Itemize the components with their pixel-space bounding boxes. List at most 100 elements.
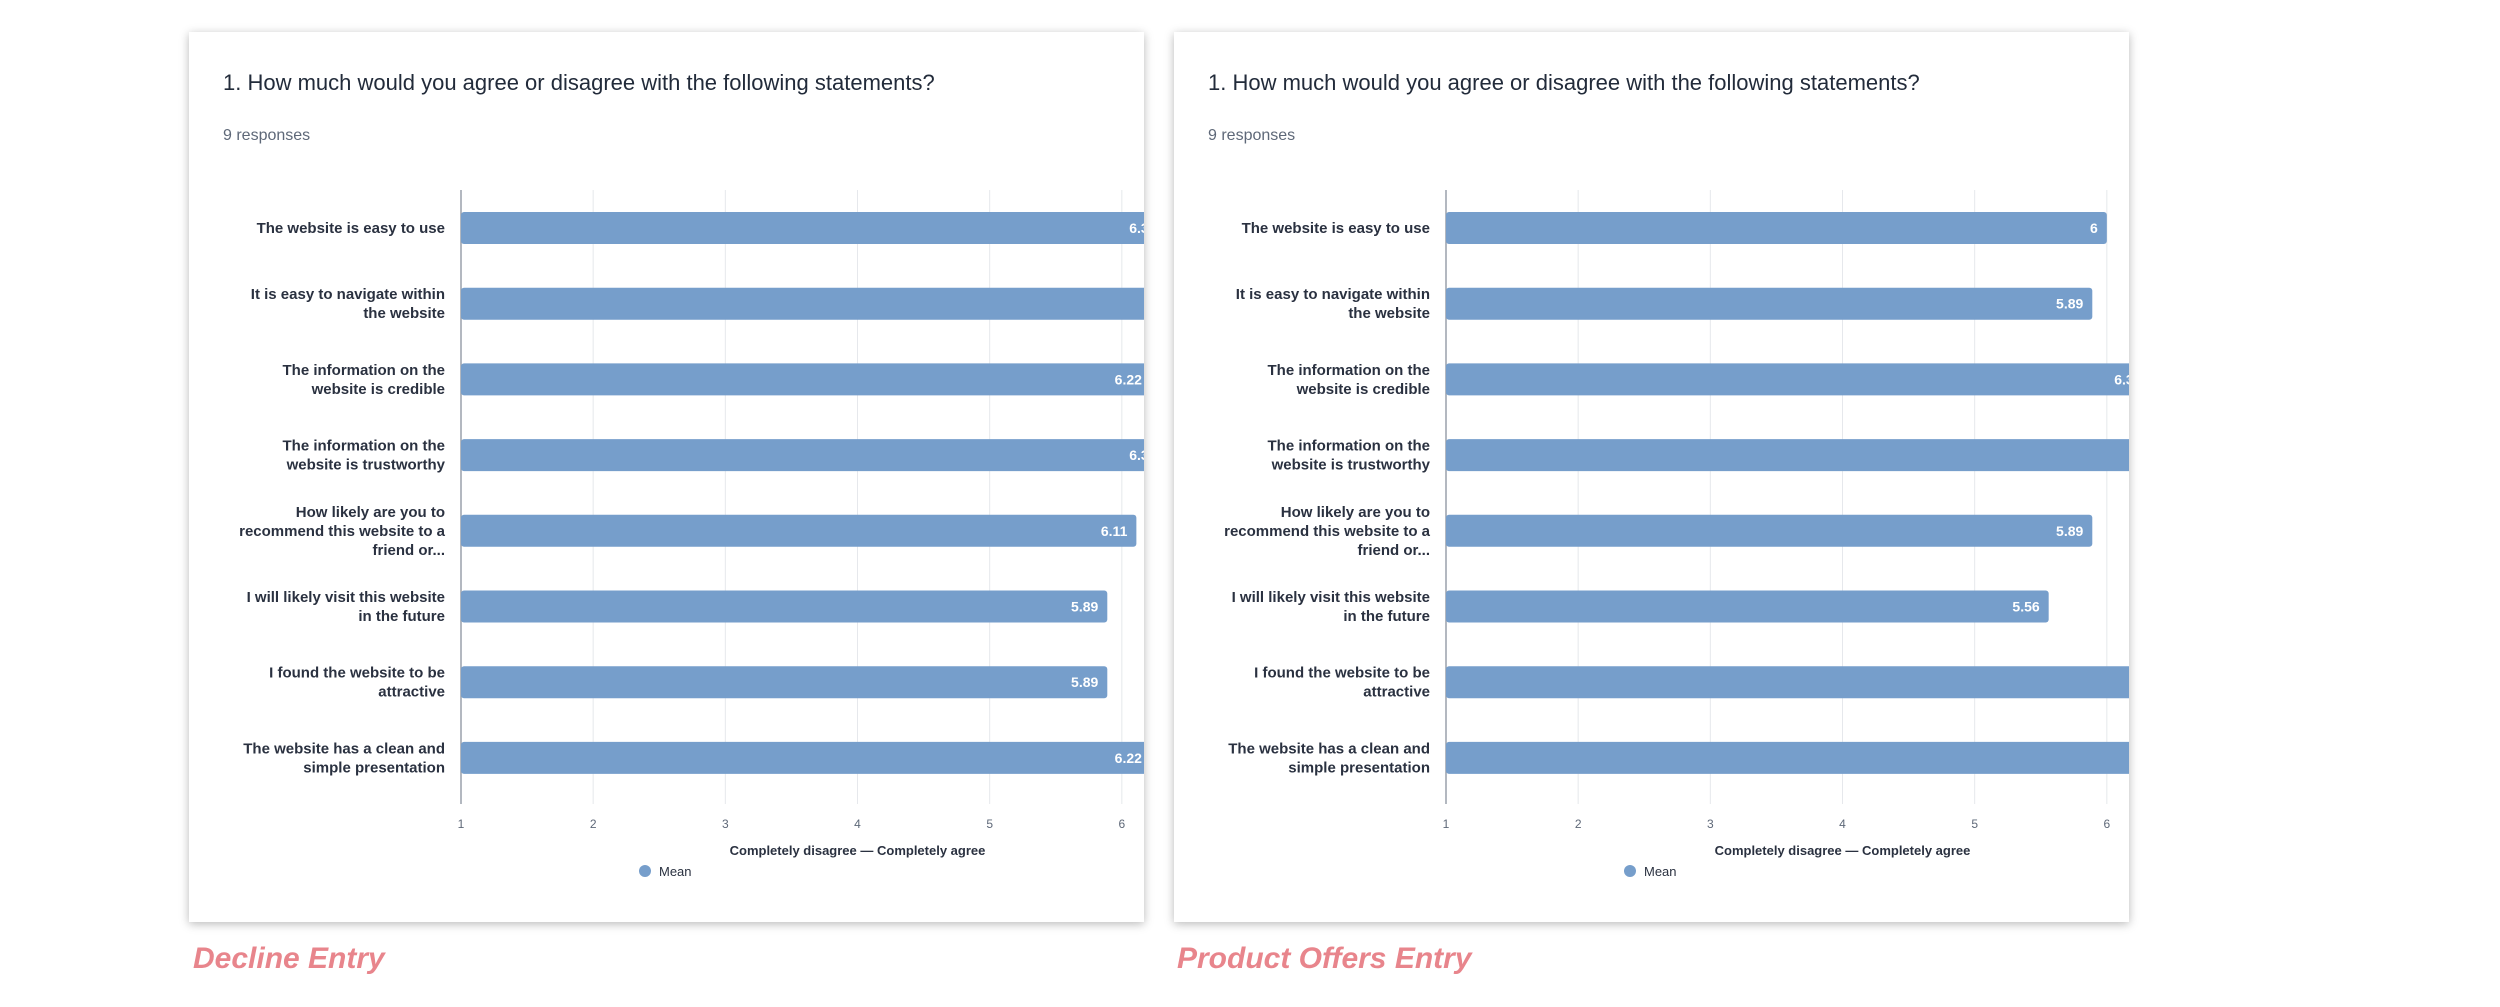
- bar: [461, 363, 1144, 396]
- x-tick-label: 1: [1443, 817, 1450, 831]
- legend-swatch: [639, 865, 651, 877]
- bar: [1446, 212, 2107, 244]
- bar: [1446, 590, 2049, 623]
- legend-label: Mean: [1644, 864, 1677, 879]
- bar: [1446, 287, 2093, 320]
- category-label: I will likely visit this website in the f…: [247, 589, 445, 625]
- chart-panel-product-offers: 1. How much would you agree or disagree …: [1174, 32, 2129, 922]
- category-label-line: It is easy to navigate within: [1236, 286, 1430, 303]
- category-label-line: I will likely visit this website: [247, 589, 445, 606]
- category-label: I will likely visit this website in the f…: [1232, 589, 1430, 625]
- category-label-line: website is trustworthy: [1271, 457, 1431, 474]
- category-label-line: the website: [1348, 305, 1430, 322]
- x-tick-label: 4: [1839, 817, 1846, 831]
- x-axis-title: Completely disagree — Completely agree: [730, 843, 986, 858]
- x-tick-label: 6: [2103, 817, 2110, 831]
- category-label-line: simple presentation: [303, 759, 445, 776]
- category-label-line: website is credible: [311, 381, 445, 398]
- category-label-line: the website: [363, 305, 445, 322]
- category-label-line: in the future: [1343, 608, 1430, 625]
- category-label-line: friend or...: [1357, 542, 1430, 559]
- category-label-line: website is credible: [1296, 381, 1430, 398]
- bar: [1446, 363, 2129, 396]
- bar-value-label: 5.89: [2056, 523, 2083, 539]
- bar: [461, 514, 1137, 547]
- bar: [461, 590, 1108, 623]
- bar: [461, 741, 1144, 774]
- category-label: The information on the website is credibl…: [1268, 362, 1431, 398]
- bar: [1446, 514, 2093, 547]
- category-label-line: The website has a clean and: [1228, 740, 1430, 757]
- bar: [461, 212, 1144, 244]
- bar-value-label: 6: [2090, 220, 2098, 236]
- category-label-line: attractive: [1363, 684, 1430, 701]
- category-label-line: I found the website to be: [1254, 665, 1430, 682]
- legend-swatch: [1624, 865, 1636, 877]
- bar: [1446, 741, 2129, 774]
- bar-value-label: 5.89: [1071, 599, 1098, 615]
- chart-title: 1. How much would you agree or disagree …: [1208, 70, 1920, 95]
- response-count: 9 responses: [1208, 127, 1296, 144]
- category-label-line: attractive: [378, 684, 445, 701]
- chart-panel-decline: 1. How much would you agree or disagree …: [189, 32, 1144, 922]
- category-label-line: The information on the: [283, 362, 446, 379]
- category-label-line: The information on the: [1268, 362, 1431, 379]
- bar-value-label: 5.89: [2056, 296, 2083, 312]
- category-label-line: website is trustworthy: [286, 457, 446, 474]
- bar: [461, 439, 1144, 472]
- category-label-line: The website is easy to use: [257, 220, 445, 237]
- bar-value-label: 6.22: [1115, 750, 1142, 766]
- bar-value-label: 6.11: [1101, 523, 1128, 539]
- x-tick-label: 3: [722, 817, 729, 831]
- bar-value-label: 6.33: [1129, 447, 1144, 463]
- category-label-line: in the future: [358, 608, 445, 625]
- bar: [461, 666, 1108, 699]
- bar-value-label: 5.56: [2012, 599, 2039, 615]
- bar-chart-product-offers: 12345676The website is easy to use5.89It…: [1224, 190, 2129, 879]
- category-label-line: The website has a clean and: [243, 740, 445, 757]
- category-label-line: recommend this website to a: [1224, 523, 1431, 540]
- category-label-line: I will likely visit this website: [1232, 589, 1430, 606]
- category-label: How likely are you to recommend this webs…: [1224, 504, 1431, 559]
- category-label: It is easy to navigate within the website: [251, 286, 445, 322]
- x-tick-label: 5: [986, 817, 993, 831]
- category-label: It is easy to navigate within the website: [1236, 286, 1430, 322]
- category-label: The website is easy to use: [1242, 220, 1430, 237]
- bar-chart-decline: 12345676.33The website is easy to use6.4…: [239, 190, 1144, 879]
- category-label-line: The information on the: [1268, 438, 1431, 455]
- x-tick-label: 5: [1971, 817, 1978, 831]
- category-label-line: How likely are you to: [1281, 504, 1430, 521]
- category-label: The website has a clean and simple presen…: [243, 740, 445, 776]
- legend-label: Mean: [659, 864, 692, 879]
- x-tick-label: 1: [458, 817, 465, 831]
- category-label: The information on the website is credibl…: [283, 362, 446, 398]
- x-axis-title: Completely disagree — Completely agree: [1715, 843, 1971, 858]
- x-tick-label: 2: [1575, 817, 1582, 831]
- bar-value-label: 6.22: [1115, 371, 1142, 387]
- bar-value-label: 5.89: [1071, 674, 1098, 690]
- category-label: I found the website to be attractive: [269, 665, 445, 701]
- bar-value-label: 6.33: [1129, 220, 1144, 236]
- category-label-line: The information on the: [283, 438, 446, 455]
- chart-title: 1. How much would you agree or disagree …: [223, 70, 935, 95]
- category-label: How likely are you to recommend this webs…: [239, 504, 446, 559]
- category-label: The information on the website is trustwo…: [1268, 438, 1431, 474]
- caption-decline: Decline Entry: [193, 942, 385, 975]
- bar: [1446, 439, 2129, 472]
- category-label-line: The website is easy to use: [1242, 220, 1430, 237]
- category-label: The website is easy to use: [257, 220, 445, 237]
- category-label-line: friend or...: [372, 542, 445, 559]
- caption-product-offers: Product Offers Entry: [1177, 942, 1472, 975]
- category-label-line: simple presentation: [1288, 759, 1430, 776]
- x-tick-label: 4: [854, 817, 861, 831]
- x-tick-label: 3: [1707, 817, 1714, 831]
- response-count: 9 responses: [223, 127, 311, 144]
- category-label-line: It is easy to navigate within: [251, 286, 445, 303]
- x-tick-label: 2: [590, 817, 597, 831]
- bar: [1446, 666, 2129, 699]
- x-tick-label: 6: [1118, 817, 1125, 831]
- category-label-line: recommend this website to a: [239, 523, 446, 540]
- category-label: The information on the website is trustwo…: [283, 438, 446, 474]
- category-label: The website has a clean and simple presen…: [1228, 740, 1430, 776]
- category-label-line: How likely are you to: [296, 504, 445, 521]
